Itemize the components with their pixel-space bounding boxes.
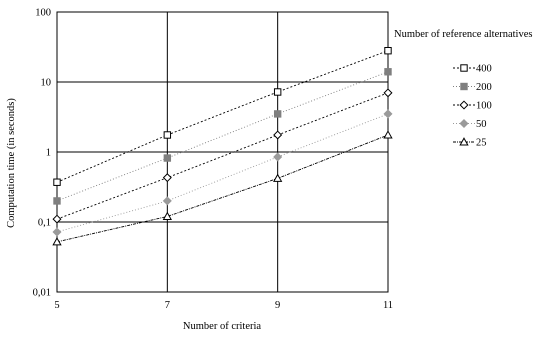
y-axis-label: Computation time (in seconds) xyxy=(6,98,17,228)
data-point-100-7 xyxy=(162,173,172,183)
x-axis-label: Number of criteria xyxy=(183,321,261,332)
x-tick-label: 9 xyxy=(275,300,280,311)
data-point-100-5 xyxy=(52,214,62,224)
y-tick-label: 0,01 xyxy=(33,288,51,299)
series-line-25 xyxy=(56,134,389,243)
data-point-200-9 xyxy=(273,110,282,118)
plot-frame xyxy=(56,11,389,293)
data-point-200-11 xyxy=(384,68,392,76)
data-point-200-5 xyxy=(53,197,61,205)
legend-title: Number of reference alternatives xyxy=(394,29,532,40)
legend-label-25: 25 xyxy=(476,138,487,149)
data-point-400-7 xyxy=(163,131,172,139)
data-point-50-9 xyxy=(273,152,283,162)
data-point-25-7 xyxy=(162,211,172,220)
y-tick-label: 1 xyxy=(46,148,51,159)
legend-label-200: 200 xyxy=(476,82,492,93)
x-tick-labels: 5 7 9 11 xyxy=(54,300,393,311)
data-point-100-9 xyxy=(273,130,283,140)
data-point-25-11 xyxy=(383,130,393,139)
series-line-400 xyxy=(56,50,389,183)
grid xyxy=(56,11,389,293)
data-point-25-9 xyxy=(273,173,283,182)
legend-label-400: 400 xyxy=(476,64,492,75)
series-line-100 xyxy=(56,92,389,220)
y-tick-label: 10 xyxy=(41,78,52,89)
series-lines xyxy=(56,50,389,243)
data-point-400-9 xyxy=(273,88,282,96)
data-point-50-11 xyxy=(383,109,393,119)
series-line-200 xyxy=(56,71,389,202)
legend-marker-400 xyxy=(460,64,468,72)
legend-marker-100 xyxy=(459,100,469,110)
legend-marker-25 xyxy=(459,137,469,146)
legend: 400 200 100 50 25 xyxy=(453,64,492,149)
y-tick-label: 0,1 xyxy=(38,218,51,229)
legend-label-100: 100 xyxy=(476,101,492,112)
data-point-200-7 xyxy=(163,154,172,162)
y-tick-labels: 0,01 0,1 1 10 100 xyxy=(33,8,51,299)
legend-label-50: 50 xyxy=(476,119,487,130)
data-point-400-11 xyxy=(384,46,392,55)
series-line-50 xyxy=(56,113,389,233)
x-tick-label: 11 xyxy=(383,300,393,311)
x-tick-label: 7 xyxy=(165,300,170,311)
legend-marker-50 xyxy=(459,118,469,129)
data-point-50-5 xyxy=(52,227,62,237)
legend-marker-200 xyxy=(460,82,468,91)
data-point-25-5 xyxy=(52,237,62,246)
series-markers xyxy=(52,46,393,246)
y-tick-label: 100 xyxy=(35,8,51,19)
data-point-50-7 xyxy=(162,196,172,206)
x-tick-label: 5 xyxy=(54,300,59,311)
data-point-100-11 xyxy=(383,88,393,98)
data-point-400-5 xyxy=(53,178,61,186)
